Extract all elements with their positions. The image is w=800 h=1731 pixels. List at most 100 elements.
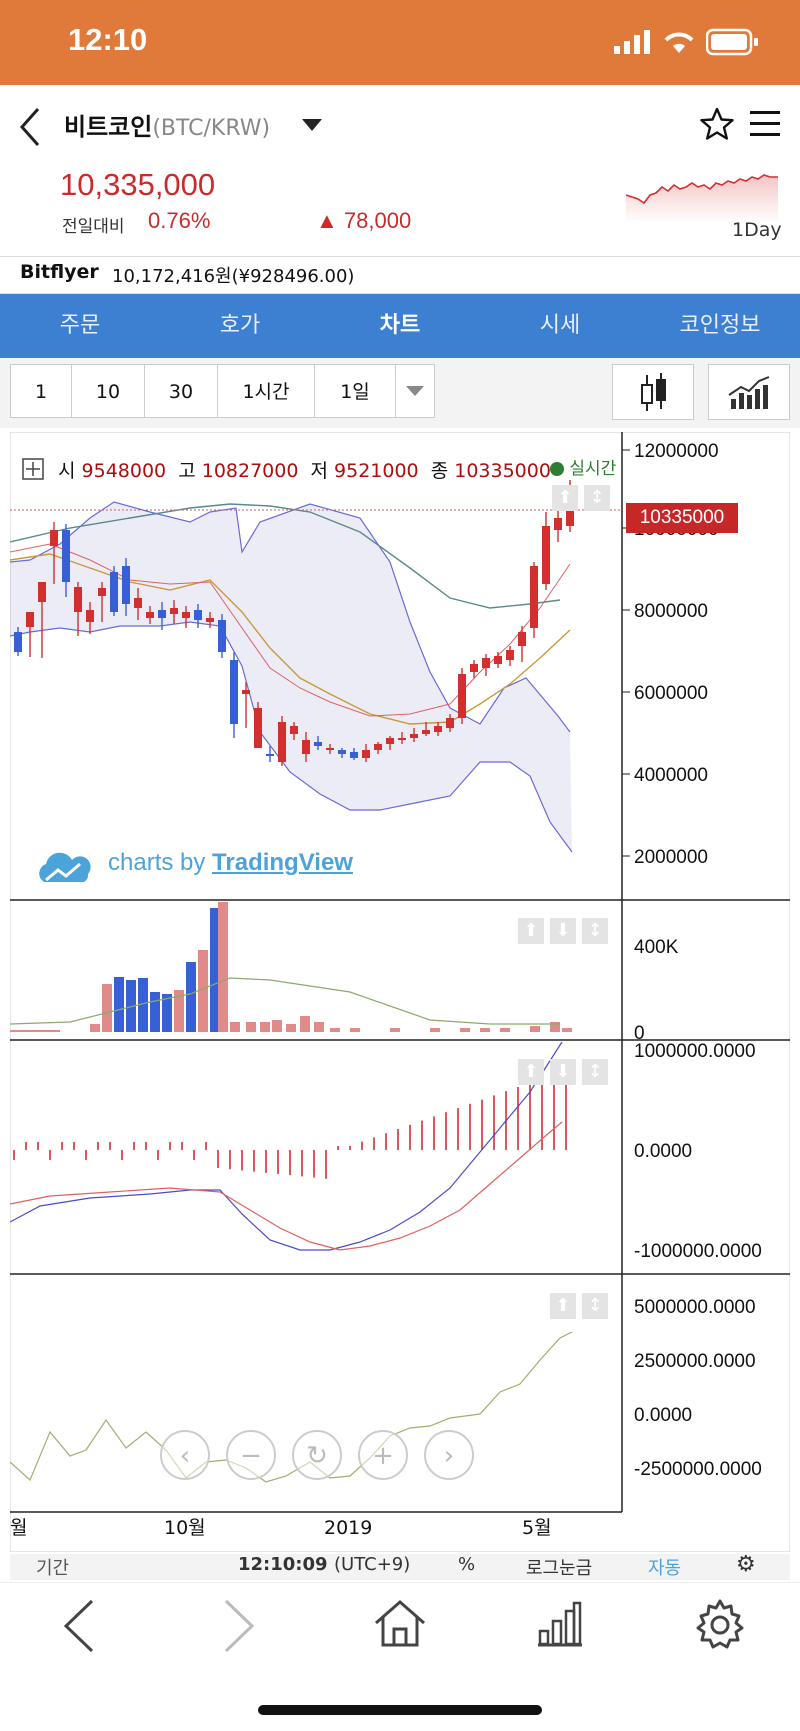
pane-resize-icon[interactable]: ↕ xyxy=(582,1059,608,1085)
interval-30[interactable]: 30 xyxy=(144,364,218,418)
chart-type-button[interactable] xyxy=(612,364,694,420)
volume-bar xyxy=(480,1028,490,1032)
pane-resize-icon[interactable]: ↕ xyxy=(582,1293,608,1319)
coin-header: 비트코인(BTC/KRW) 10,335,000 전일대비 0.76% ▲ 78… xyxy=(0,85,800,255)
log-scale-toggle[interactable]: 로그눈금 xyxy=(526,1558,593,1579)
candle-body xyxy=(242,690,250,694)
zoom-out-button[interactable]: − xyxy=(226,1430,276,1480)
chart-area[interactable]: 1200000010000000800000060000004000000200… xyxy=(9,431,791,1553)
back-icon[interactable] xyxy=(18,107,42,147)
tab-market[interactable]: 시세 xyxy=(539,313,581,338)
sparkline[interactable] xyxy=(622,173,782,223)
period-label[interactable]: 1Day xyxy=(732,219,782,241)
status-bar: 12:10 xyxy=(0,0,800,85)
volume-bar xyxy=(460,1028,470,1032)
forward-icon[interactable] xyxy=(222,1599,256,1653)
timezone[interactable]: (UTC+9) xyxy=(334,1554,411,1575)
reset-button[interactable]: ↻ xyxy=(292,1430,342,1480)
interval-10[interactable]: 10 xyxy=(71,364,145,418)
exchange-value: 10,172,416원(¥928496.00) xyxy=(112,266,355,287)
volume-bar xyxy=(114,977,124,1032)
interval-1[interactable]: 1 xyxy=(10,364,72,418)
volume-bar xyxy=(286,1024,296,1032)
back-icon[interactable] xyxy=(62,1599,96,1653)
settings-icon[interactable] xyxy=(694,1599,746,1651)
dropdown-icon[interactable] xyxy=(302,119,322,133)
volume-axis-label: 400K xyxy=(634,937,679,958)
chart-settings-icon[interactable]: ⚙ xyxy=(736,1552,756,1577)
period-range-button[interactable]: 기간 xyxy=(36,1558,70,1579)
pane-up-icon[interactable]: ⬆ xyxy=(518,918,544,944)
crosshair-icon[interactable] xyxy=(22,458,44,480)
candle-body xyxy=(74,587,82,612)
close-label: 종 xyxy=(430,460,449,482)
percent-toggle[interactable]: % xyxy=(458,1554,476,1575)
scroll-right-button[interactable]: › xyxy=(424,1430,474,1480)
live-dot-icon xyxy=(550,462,564,476)
attribution-text: charts by xyxy=(108,849,206,876)
candle-body xyxy=(194,610,202,620)
attribution-brand[interactable]: TradingView xyxy=(212,849,353,876)
menu-icon[interactable] xyxy=(750,111,782,137)
indicator-button[interactable] xyxy=(708,364,790,420)
low-value: 9521000 xyxy=(334,460,419,482)
candle-body xyxy=(554,518,562,530)
candle-body xyxy=(470,664,478,672)
volume-bar xyxy=(102,984,112,1032)
volume-bar xyxy=(90,1024,100,1032)
pane-resize-icon[interactable]: ↕ xyxy=(582,918,608,944)
pane-resize-icon[interactable]: ↕ xyxy=(584,485,610,511)
volume-bar xyxy=(10,1030,20,1032)
interval-dropdown[interactable] xyxy=(395,364,435,418)
zoom-in-button[interactable]: + xyxy=(358,1430,408,1480)
tab-coin-info[interactable]: 코인정보 xyxy=(679,313,761,338)
volume-bar xyxy=(550,1022,560,1032)
candle-body xyxy=(530,566,538,628)
exchange-name: Bitflyer xyxy=(20,261,99,283)
star-icon[interactable] xyxy=(700,107,734,141)
volume-bar xyxy=(198,950,208,1032)
volume-bar xyxy=(246,1022,256,1032)
candle-body xyxy=(26,612,34,627)
tab-orderbook[interactable]: 호가 xyxy=(219,313,261,338)
macd-line xyxy=(9,1041,563,1251)
candle-body xyxy=(386,738,394,744)
macd-axis-label: 1000000.0000 xyxy=(634,1041,756,1062)
volume-bar xyxy=(530,1026,540,1032)
bar-chart-icon[interactable] xyxy=(536,1601,584,1647)
macd-axis-label: -1000000.0000 xyxy=(634,1241,762,1262)
exchange-row: Bitflyer 10,172,416원(¥928496.00) xyxy=(0,256,800,294)
trading-chart[interactable]: 1200000010000000800000060000004000000200… xyxy=(9,431,791,1553)
pane-up-icon[interactable]: ⬆ xyxy=(552,485,578,511)
open-label: 시 xyxy=(58,460,76,482)
tab-chart[interactable]: 차트 xyxy=(379,313,421,338)
auto-scale-toggle[interactable]: 자동 xyxy=(648,1558,682,1579)
interval-1d[interactable]: 1일 xyxy=(314,364,396,418)
pane-down-icon[interactable]: ⬇ xyxy=(550,918,576,944)
scroll-left-button[interactable]: ‹ xyxy=(160,1430,210,1480)
interval-1h[interactable]: 1시간 xyxy=(217,364,315,418)
time-axis-label: 5월 xyxy=(522,1517,552,1539)
volume-bar xyxy=(186,962,196,1032)
tradingview-attribution[interactable]: charts by TradingView xyxy=(108,849,353,877)
tradingview-logo-icon xyxy=(39,852,91,882)
tab-order[interactable]: 주문 xyxy=(59,313,101,338)
coin-title[interactable]: 비트코인(BTC/KRW) xyxy=(64,107,270,142)
volume-bar xyxy=(40,1030,50,1032)
live-label: 실시간 xyxy=(569,459,617,479)
pane-up-icon[interactable]: ⬆ xyxy=(550,1293,576,1319)
candle-body xyxy=(302,740,310,754)
candle-body xyxy=(410,734,418,738)
low-label: 저 xyxy=(310,460,328,482)
home-icon[interactable] xyxy=(374,1599,426,1649)
chevron-down-icon xyxy=(406,386,424,396)
indicator-chart-icon xyxy=(728,376,770,409)
oscillator-line xyxy=(9,1331,573,1483)
pane-up-icon[interactable]: ⬆ xyxy=(518,1059,544,1085)
live-indicator[interactable]: 실시간 xyxy=(550,454,616,479)
candle-body xyxy=(374,744,382,750)
volume-bar xyxy=(350,1028,360,1032)
tab-bar: 주문 호가 차트 시세 코인정보 xyxy=(0,294,800,358)
bollinger-upper xyxy=(9,621,573,853)
pane-down-icon[interactable]: ⬇ xyxy=(550,1059,576,1085)
